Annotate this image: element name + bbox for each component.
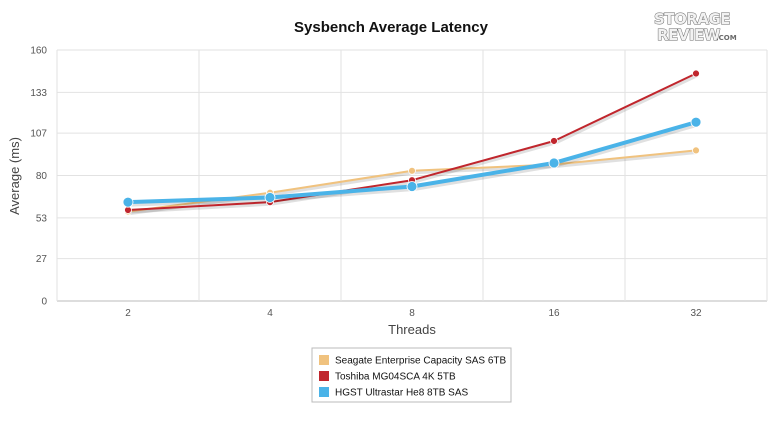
y-tick-label: 0 — [41, 297, 47, 308]
legend-item: Seagate Enterprise Capacity SAS 6TB — [319, 355, 507, 367]
y-tick-label: 53 — [36, 213, 48, 224]
y-tick-label: 133 — [30, 88, 47, 99]
logo-line-1: STORAGE — [654, 10, 730, 28]
logo-line-2: REVIEW — [657, 26, 721, 44]
legend-item: Toshiba MG04SCA 4K 5TB — [319, 371, 456, 383]
legend-label: Toshiba MG04SCA 4K 5TB — [335, 372, 456, 383]
chart-series — [122, 69, 702, 216]
data-point — [690, 116, 702, 128]
y-tick-label: 107 — [30, 129, 47, 140]
y-tick-label: 160 — [30, 46, 47, 57]
legend-swatch — [319, 355, 329, 365]
legend-item: HGST Ultrastar He8 8TB SAS — [319, 387, 469, 399]
data-point — [550, 137, 558, 145]
y-axis-ticks: 0 27 53 80 107 133 160 — [30, 46, 47, 308]
data-point — [408, 166, 416, 175]
data-point — [548, 157, 560, 169]
data-point — [692, 69, 700, 78]
legend-box — [311, 347, 512, 403]
x-tick-label: 8 — [409, 308, 415, 319]
y-tick-label: 80 — [36, 171, 48, 182]
data-point — [692, 146, 700, 155]
x-axis-ticks: 2 4 8 16 32 — [125, 308, 702, 319]
y-axis-label: Average (ms) — [7, 137, 22, 215]
series-line-shadow — [129, 121, 699, 207]
legend-label: Seagate Enterprise Capacity SAS 6TB — [335, 356, 507, 367]
x-tick-label: 32 — [690, 308, 702, 319]
y-tick-label: 27 — [36, 254, 48, 265]
chart-grid — [56, 49, 768, 302]
logo-suffix: .COM — [716, 34, 737, 42]
chart-title: Sysbench Average Latency — [294, 19, 489, 36]
chart-legend: Seagate Enterprise Capacity SAS 6TB Toshi… — [311, 347, 512, 403]
legend-swatch — [319, 371, 329, 381]
site-logo: STORAGE REVIEW .COM — [654, 10, 737, 45]
x-tick-label: 4 — [267, 308, 273, 319]
x-axis-label: Threads — [388, 322, 436, 337]
data-point — [406, 181, 418, 192]
series-1 — [124, 69, 700, 214]
legend-swatch — [319, 387, 329, 397]
series-2 — [122, 116, 702, 208]
x-tick-label: 2 — [125, 308, 131, 319]
data-point — [264, 192, 276, 203]
x-tick-label: 16 — [548, 308, 560, 319]
legend-label: HGST Ultrastar He8 8TB SAS — [335, 388, 469, 399]
data-point — [122, 196, 134, 208]
